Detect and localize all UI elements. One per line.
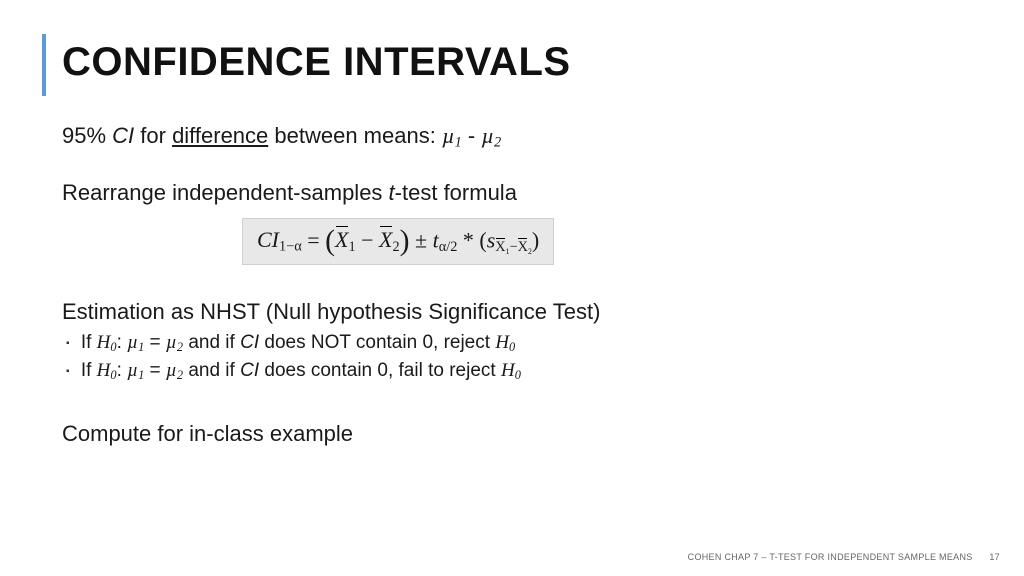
mu1: µ1 bbox=[127, 332, 144, 353]
text: If bbox=[81, 360, 97, 381]
page-number: 17 bbox=[989, 552, 1000, 562]
text: : bbox=[117, 332, 128, 353]
text: = bbox=[144, 332, 166, 353]
formula-ci: CI1−α bbox=[257, 227, 302, 252]
text: = bbox=[144, 360, 166, 381]
text: does contain 0, fail to reject bbox=[259, 360, 501, 381]
intro-line: 95% CI for difference between means: µ1 … bbox=[62, 123, 974, 152]
list-item: If H0: µ1 = µ2 and if CI does NOT contai… bbox=[66, 329, 974, 357]
star: * ( bbox=[457, 227, 486, 252]
text: for bbox=[134, 123, 172, 148]
formula-box: CI1−α = (X1 − X2) ± tα/2 * (sX1−X2) bbox=[242, 218, 554, 265]
h0: H0 bbox=[97, 360, 117, 381]
bullet-list: If H0: µ1 = µ2 and if CI does NOT contai… bbox=[66, 329, 974, 385]
underlined-word: difference bbox=[172, 123, 268, 148]
text: -test formula bbox=[395, 180, 517, 205]
text: If bbox=[81, 332, 97, 353]
t-sub: α/2 bbox=[439, 239, 458, 255]
list-item: If H0: µ1 = µ2 and if CI does contain 0,… bbox=[66, 357, 974, 385]
slide-content: CONFIDENCE INTERVALS 95% CI for differen… bbox=[62, 40, 974, 447]
h0: H0 bbox=[495, 332, 515, 353]
rearrange-line: Rearrange independent-samples t-test for… bbox=[62, 180, 974, 206]
nhst-heading: Estimation as NHST (Null hypothesis Sign… bbox=[62, 299, 974, 325]
sub1: 1 bbox=[348, 239, 355, 255]
minus: − bbox=[356, 227, 379, 252]
rparen: ) bbox=[400, 225, 410, 257]
close: ) bbox=[532, 227, 539, 252]
ci: CI bbox=[240, 332, 259, 353]
xbar1: X bbox=[335, 227, 348, 253]
text: and if bbox=[183, 332, 240, 353]
ci: CI bbox=[240, 360, 259, 381]
text: Rearrange independent-samples bbox=[62, 180, 389, 205]
text: does NOT contain 0, reject bbox=[259, 332, 495, 353]
eq: = bbox=[302, 227, 325, 252]
text: - bbox=[462, 123, 482, 148]
text: : bbox=[117, 360, 128, 381]
accent-bar bbox=[42, 34, 46, 96]
mu2: µ2 bbox=[166, 360, 183, 381]
xbar2: X bbox=[379, 227, 392, 253]
text: and if bbox=[183, 360, 240, 381]
slide-title: CONFIDENCE INTERVALS bbox=[62, 40, 974, 85]
mu1: µ1 bbox=[442, 123, 462, 148]
s-sub: X1−X2 bbox=[495, 239, 532, 255]
lparen: ( bbox=[325, 225, 335, 257]
s: s bbox=[487, 227, 496, 252]
text: 95% bbox=[62, 123, 112, 148]
text: between means: bbox=[268, 123, 442, 148]
footer-text: COHEN CHAP 7 – T-TEST FOR INDEPENDENT SA… bbox=[688, 552, 973, 562]
h0: H0 bbox=[97, 332, 117, 353]
pm: ± bbox=[410, 227, 433, 252]
mu2: µ2 bbox=[166, 332, 183, 353]
ci-abbrev: CI bbox=[112, 123, 134, 148]
mu1: µ1 bbox=[127, 360, 144, 381]
compute-line: Compute for in-class example bbox=[62, 421, 974, 447]
mu2: µ2 bbox=[481, 123, 501, 148]
sub2: 2 bbox=[393, 239, 400, 255]
h0: H0 bbox=[501, 360, 521, 381]
footer: COHEN CHAP 7 – T-TEST FOR INDEPENDENT SA… bbox=[688, 552, 1000, 562]
